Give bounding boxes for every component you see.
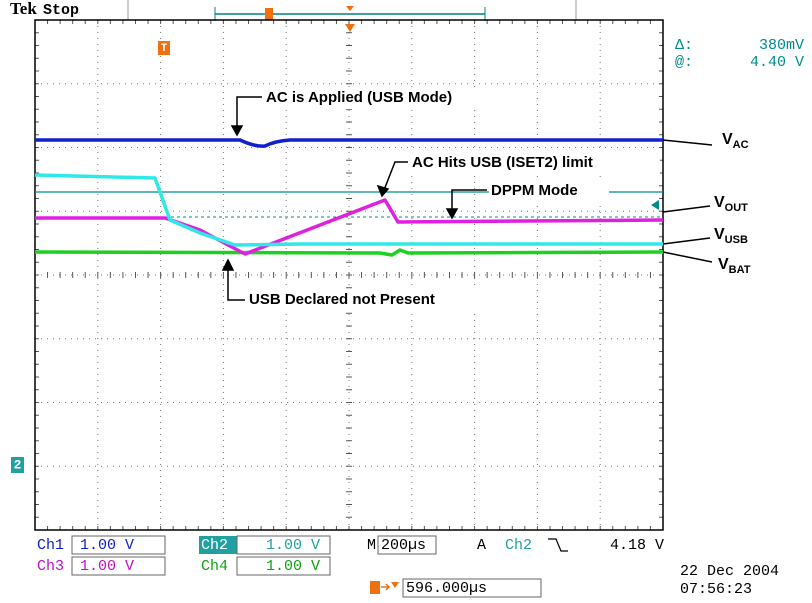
ch1-box — [71, 535, 166, 555]
trigger-level: 4.18 V — [610, 537, 664, 554]
ann-bg — [410, 152, 660, 174]
at-label: @: — [675, 54, 693, 71]
annotation: AC Hits USB (ISET2) limit — [412, 154, 593, 171]
brand: Tek — [10, 0, 37, 18]
trace-label-main: V — [714, 194, 725, 211]
trace-label-sub: AC — [733, 139, 749, 151]
trace-label-sub: USB — [725, 234, 748, 246]
date: 22 Dec 2004 — [680, 563, 779, 580]
ann-bg — [489, 180, 609, 202]
trace-vac — [35, 138, 663, 148]
trace-label-main: V — [714, 226, 725, 243]
trace-label: VUSB — [714, 226, 748, 246]
trigger-prefix: A — [477, 537, 486, 554]
ann-bg — [247, 289, 517, 311]
ref-arrow — [651, 200, 659, 210]
trigger-position: 596.000µs — [406, 580, 487, 597]
trace-label: VAC — [722, 131, 749, 151]
ch4-scale: 1.00 V — [266, 558, 320, 575]
timebase-value: 200µs — [381, 537, 426, 554]
ch4-name: Ch4 — [201, 558, 228, 575]
ch2-box — [236, 535, 331, 555]
ann-bg — [264, 87, 526, 109]
ch2-name: Ch2 — [201, 537, 228, 554]
trigger-marker-label: T — [161, 43, 168, 55]
annotation: AC is Applied (USB Mode) — [266, 89, 452, 106]
delta-label: Δ: — [675, 37, 693, 54]
ch3-name: Ch3 — [37, 558, 64, 575]
channel-marker-label: 2 — [14, 457, 22, 472]
annotation-arrows — [221, 96, 713, 301]
annotation: DPPM Mode — [491, 182, 578, 199]
record-bar — [214, 6, 486, 21]
at-value: 4.40 V — [750, 54, 804, 71]
ch2-scale: 1.00 V — [266, 537, 320, 554]
timebase-box — [377, 535, 437, 555]
trace-vbat — [34, 248, 664, 257]
status: Stop — [43, 2, 79, 19]
ch3-scale: 1.00 V — [80, 558, 134, 575]
trigger-pos — [345, 24, 355, 32]
trace-label-sub: BAT — [729, 264, 751, 276]
edge-icon — [548, 538, 568, 552]
trace-label-main: V — [722, 131, 733, 148]
trace-vusb — [34, 173, 663, 247]
annotation: USB Declared not Present — [249, 291, 435, 308]
time: 07:56:23 — [680, 581, 752, 598]
channel-marker — [11, 457, 24, 473]
trace-label: VOUT — [714, 194, 748, 214]
delta-value: 380mV — [759, 37, 804, 54]
ch2-badge — [199, 536, 237, 554]
trigger-marker — [158, 41, 170, 55]
ch4-box — [236, 556, 331, 576]
graticule-border — [34, 19, 664, 531]
ch3-box — [71, 556, 166, 576]
trigger-pos-box — [402, 578, 542, 598]
ch1-scale: 1.00 V — [80, 537, 134, 554]
trace-vout — [35, 198, 664, 256]
timebase-prefix: M — [367, 537, 376, 554]
trace-label: VBAT — [718, 256, 751, 276]
trigger-source: Ch2 — [505, 537, 532, 554]
trace-label-main: V — [718, 256, 729, 273]
trigger-pos-icon — [370, 581, 399, 594]
ch1-name: Ch1 — [37, 537, 64, 554]
trace-label-sub: OUT — [725, 202, 749, 214]
